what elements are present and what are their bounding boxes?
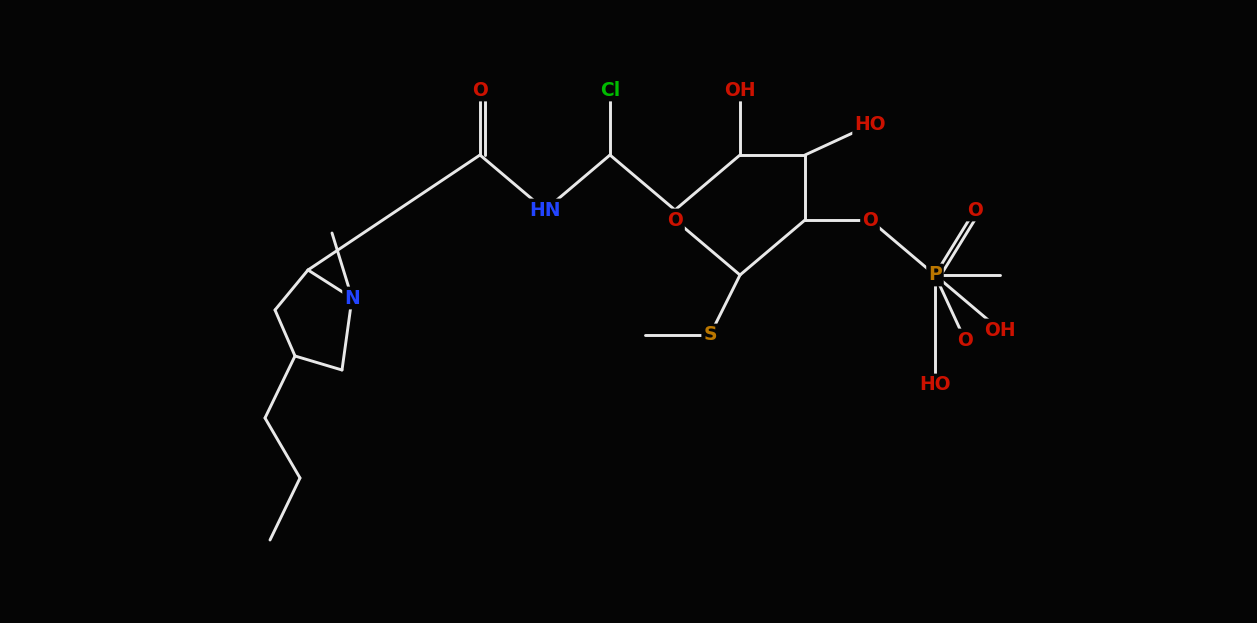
Text: O: O [967, 201, 983, 219]
Text: HO: HO [919, 376, 950, 394]
Text: HN: HN [529, 201, 561, 219]
Text: S: S [703, 325, 716, 345]
Text: N: N [344, 288, 360, 308]
Text: OH: OH [984, 320, 1016, 340]
Text: O: O [473, 80, 488, 100]
Text: Cl: Cl [600, 80, 620, 100]
Text: O: O [667, 211, 683, 229]
Text: P: P [928, 265, 941, 285]
Text: O: O [862, 211, 877, 229]
Text: OH: OH [724, 80, 755, 100]
Text: HO: HO [855, 115, 886, 135]
Text: O: O [957, 330, 973, 350]
